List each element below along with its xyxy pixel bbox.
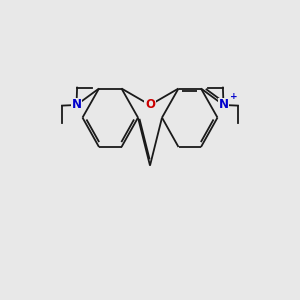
- Text: N: N: [218, 98, 229, 112]
- Text: N: N: [71, 98, 82, 112]
- Text: O: O: [145, 98, 155, 112]
- Text: +: +: [230, 92, 238, 101]
